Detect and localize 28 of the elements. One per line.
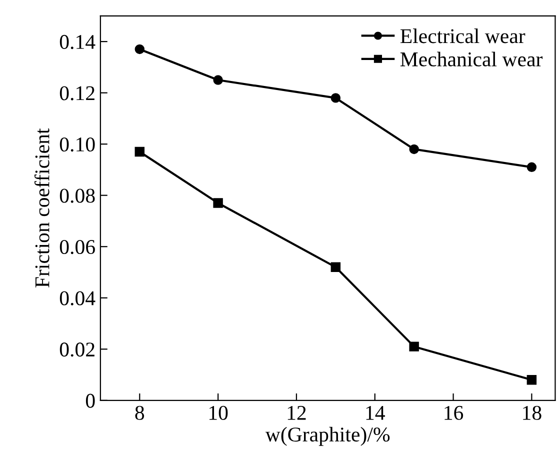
y-axis-title: Friction coefficient (34, 128, 50, 288)
y-tick-label: 0.02 (60, 342, 94, 357)
point (134, 44, 145, 54)
x-tick-label: 10 (209, 406, 228, 420)
point (134, 146, 145, 157)
y-tick-label: 0.14 (60, 34, 96, 50)
y-tick-label: 0.10 (60, 137, 95, 152)
y-tick-label: 0.08 (60, 188, 95, 203)
legend-label: Electrical wear (400, 28, 526, 44)
x-tick-label: 12 (288, 406, 306, 420)
point (330, 262, 341, 272)
x-tick-label: 14 (366, 406, 385, 420)
point (213, 75, 223, 85)
y-tick-label: 0.04 (60, 291, 96, 306)
point (213, 198, 223, 208)
x-tick-label: 16 (444, 406, 464, 420)
x-tick-label: 18 (523, 406, 542, 420)
point (526, 375, 537, 385)
point (526, 162, 537, 172)
legend-label: Mechanical wear (400, 52, 543, 66)
x-tick-label: 8 (135, 406, 144, 420)
point (409, 342, 419, 352)
y-tick-label: 0 (86, 394, 95, 408)
x-axis-title: w(Graphite)/% (265, 426, 390, 446)
point (330, 93, 341, 103)
point (409, 144, 419, 154)
y-tick-label: 0.06 (60, 240, 95, 254)
y-tick-label: 0.12 (60, 86, 94, 100)
